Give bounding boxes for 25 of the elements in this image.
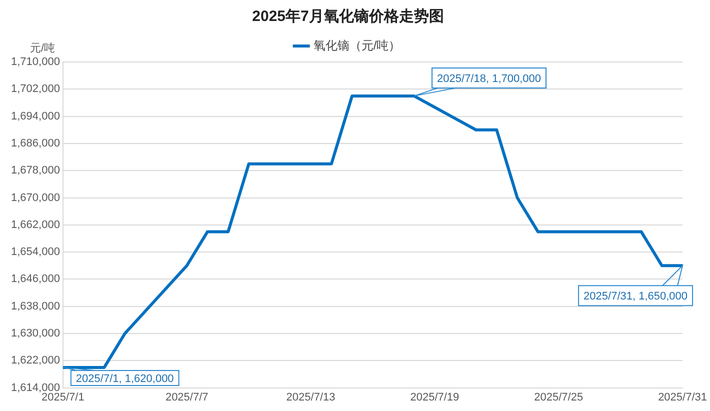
legend-label: 氧化镝（元/吨） (313, 38, 401, 52)
y-tick-label: 1,702,000 (11, 83, 60, 96)
y-axis-title: 元/吨 (30, 42, 56, 55)
x-tick-label: 2025/7/25 (534, 391, 584, 404)
chart-title: 2025年7月氧化镝价格走势图 (252, 8, 444, 26)
y-tick-label: 1,678,000 (11, 164, 60, 177)
annotation: 2025/7/1, 1,620,000 (76, 372, 174, 385)
y-tick-label: 1,710,000 (11, 56, 60, 68)
y-tick-label: 1,654,000 (11, 246, 60, 258)
y-tick-label: 1,662,000 (11, 218, 60, 231)
y-tick-label: 1,622,000 (11, 354, 60, 367)
y-tick-label: 1,670,000 (11, 192, 60, 204)
y-tick-label: 1,694,000 (11, 110, 60, 122)
x-tick-label: 2025/7/1 (42, 391, 84, 404)
y-tick-label: 1,614,000 (11, 382, 60, 394)
x-tick-label: 2025/7/19 (410, 391, 460, 404)
x-tick-label: 2025/7/13 (286, 391, 336, 404)
annotation: 2025/7/18, 1,700,000 (437, 72, 542, 85)
y-tick-label: 1,646,000 (11, 273, 60, 286)
y-tick-label: 1,638,000 (11, 300, 60, 312)
y-tick-label: 1,686,000 (11, 137, 60, 150)
x-tick-label: 2025/7/7 (165, 391, 208, 404)
y-tick-label: 1,630,000 (11, 328, 60, 340)
annotation: 2025/7/31, 1,650,000 (584, 290, 688, 303)
x-tick-label: 2025/7/31 (658, 391, 707, 404)
